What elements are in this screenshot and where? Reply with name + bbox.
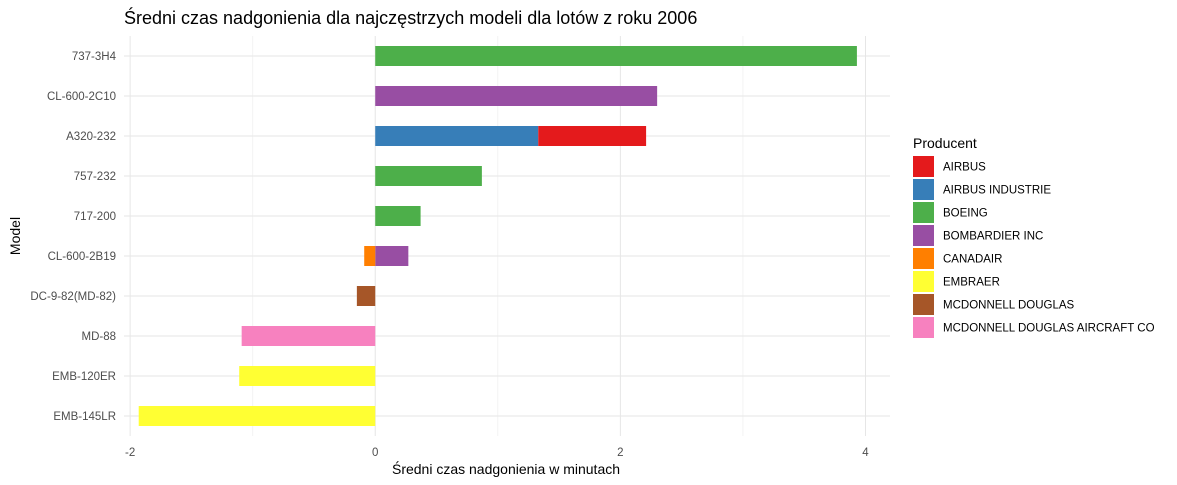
y-tick-label: EMB-120ER [52, 371, 116, 383]
bar-segment [375, 86, 658, 106]
bar-segment [138, 406, 376, 426]
y-tick-label: A320-232 [66, 131, 116, 143]
y-tick-label: EMB-145LR [53, 411, 116, 423]
x-tick-labels: -2 0 2 4 [125, 447, 869, 459]
y-tick-label: 737-3H4 [72, 51, 117, 63]
x-tick-label: -2 [125, 447, 135, 459]
y-tick-label: CL-600-2C10 [47, 91, 116, 103]
bar-segment [375, 126, 539, 146]
x-tick-label: 0 [372, 447, 378, 459]
legend-label: CANADAIR [943, 254, 1002, 266]
bar-segment [239, 366, 376, 386]
legend-label: MCDONNELL DOUGLAS [943, 300, 1075, 312]
y-axis-label: Model [7, 217, 23, 255]
y-tick-label: CL-600-2B19 [48, 251, 116, 263]
chart-title: Średni czas nadgonienia dla najczęstrzyc… [124, 7, 697, 28]
legend-key [913, 271, 934, 292]
bar-segment [241, 326, 376, 346]
y-tick-label: MD-88 [81, 331, 116, 343]
legend-label: AIRBUS [943, 162, 986, 174]
legend-label: BOEING [943, 208, 988, 220]
legend-label: AIRBUS INDUSTRIE [943, 185, 1051, 197]
legend-key [913, 317, 934, 338]
legend-key [913, 179, 934, 200]
legend: Producent AIRBUS AIRBUS INDUSTRIE BOEING BO… [913, 135, 1155, 338]
y-tick-label: 717-200 [74, 211, 116, 223]
bar-segment [375, 166, 482, 186]
legend-title: Producent [913, 135, 977, 151]
y-tick-label: 757-232 [74, 171, 116, 183]
bar-segment [375, 46, 857, 66]
bar-segment [356, 286, 376, 306]
bar-segment [375, 246, 409, 266]
legend-key [913, 294, 934, 315]
legend-key [913, 202, 934, 223]
x-tick-label: 2 [617, 447, 623, 459]
legend-key [913, 156, 934, 177]
legend-items: AIRBUS AIRBUS INDUSTRIE BOEING BOMBARDIER I… [913, 156, 1155, 338]
legend-key [913, 248, 934, 269]
bar-segment [364, 246, 376, 266]
y-tick-label: DC-9-82(MD-82) [30, 291, 116, 303]
bars [138, 46, 857, 426]
y-tick-labels: 737-3H4 CL-600-2C10 A320-232 757-232 717-200… [30, 51, 116, 423]
legend-label: BOMBARDIER INC [943, 231, 1043, 243]
bar-segment [375, 206, 421, 226]
x-axis-label: Średni czas nadgonienia w minutach [392, 460, 620, 477]
legend-label: EMBRAER [943, 277, 1000, 289]
bar-segment [538, 126, 647, 146]
x-tick-label: 4 [862, 447, 869, 459]
legend-label: MCDONNELL DOUGLAS AIRCRAFT CO [943, 323, 1155, 335]
legend-key [913, 225, 934, 246]
